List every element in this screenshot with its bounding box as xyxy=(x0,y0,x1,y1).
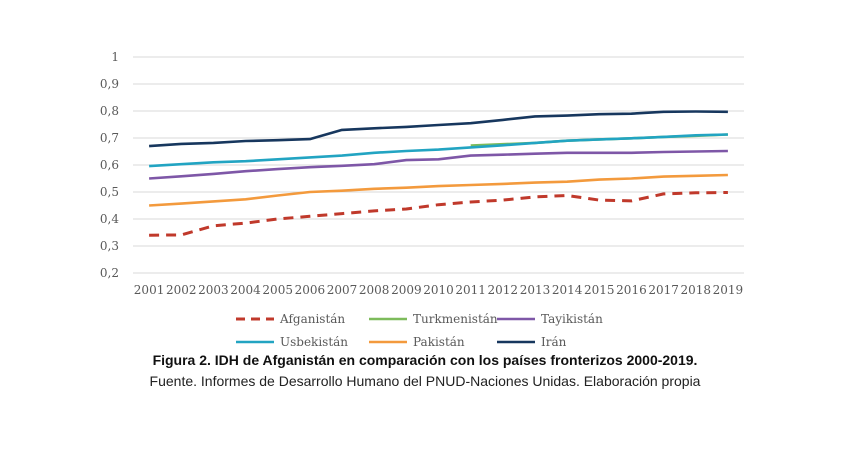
x-tick-label: 2001 xyxy=(134,283,165,297)
y-tick-label: 0,7 xyxy=(100,131,119,145)
x-tick-label: 2015 xyxy=(584,283,615,297)
x-tick-label: 2006 xyxy=(295,283,326,297)
y-tick-label: 0,9 xyxy=(100,77,119,91)
x-tick-label: 2003 xyxy=(198,283,229,297)
legend-label-afganistan: Afganistán xyxy=(279,312,345,326)
x-tick-label: 2018 xyxy=(680,283,711,297)
legend-label-iran: Irán xyxy=(541,335,567,349)
series-line-afganistan xyxy=(149,191,728,237)
y-tick-label: 0,4 xyxy=(100,212,119,226)
x-tick-label: 2016 xyxy=(616,283,647,297)
y-tick-label: 0,6 xyxy=(100,158,119,172)
y-tick-label: 0,3 xyxy=(100,239,119,253)
x-tick-label: 2002 xyxy=(166,283,197,297)
series-line-usbekistan xyxy=(149,133,728,168)
y-tick-label: 0,8 xyxy=(100,104,119,118)
legend-label-turkmenistan: Turkmenistán xyxy=(413,312,498,326)
legend-label-usbekistan: Usbekistán xyxy=(280,335,348,349)
x-tick-label: 2012 xyxy=(488,283,519,297)
x-tick-label: 2010 xyxy=(423,283,454,297)
x-tick-label: 2019 xyxy=(713,283,744,297)
x-tick-label: 2017 xyxy=(648,283,679,297)
x-tick-label: 2014 xyxy=(552,283,583,297)
x-tick-label: 2005 xyxy=(262,283,293,297)
y-tick-label: 1 xyxy=(111,50,119,64)
x-tick-label: 2008 xyxy=(359,283,390,297)
y-tick-label: 0,2 xyxy=(100,266,119,280)
figure-caption-source: Fuente. Informes de Desarrollo Humano de… xyxy=(149,373,701,389)
x-tick-label: 2013 xyxy=(520,283,551,297)
x-tick-label: 2004 xyxy=(230,283,261,297)
figure-caption-title: Figura 2. IDH de Afganistán en comparaci… xyxy=(152,352,698,368)
y-tick-label: 0,5 xyxy=(100,185,119,199)
series-line-iran xyxy=(149,110,728,148)
series-line-tayikistan xyxy=(149,149,728,180)
x-tick-label: 2007 xyxy=(327,283,358,297)
legend-label-tayikistan: Tayikistán xyxy=(541,312,603,326)
legend-label-pakistan: Pakistán xyxy=(413,335,465,349)
series-line-pakistan xyxy=(149,173,728,207)
x-tick-label: 2011 xyxy=(455,283,486,297)
x-tick-label: 2009 xyxy=(391,283,422,297)
